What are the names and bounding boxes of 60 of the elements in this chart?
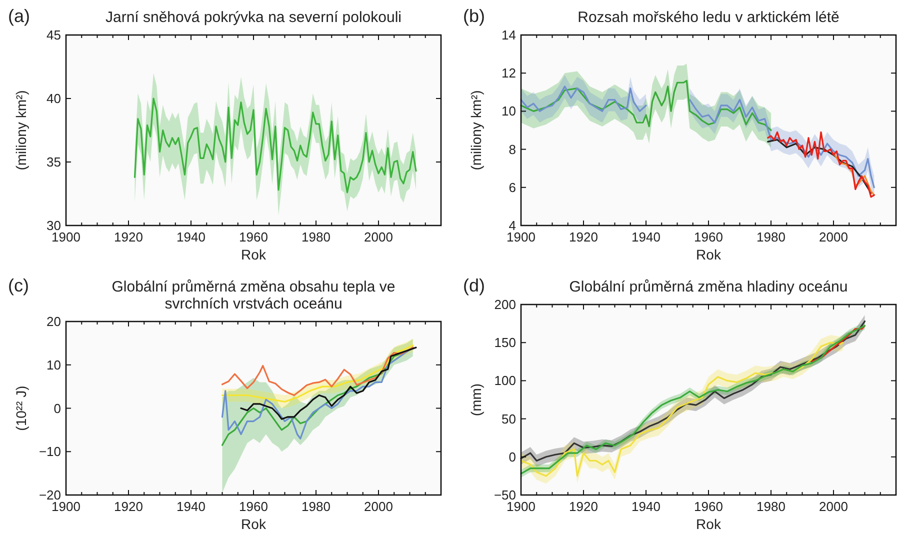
y-tick-label: 20 bbox=[46, 314, 61, 329]
x-axis-title: Rok bbox=[241, 246, 267, 262]
chart-title: Rozsah mořského ledu v arktickém létě bbox=[578, 9, 840, 26]
line-series bbox=[134, 98, 417, 194]
x-tick-label: 1940 bbox=[176, 230, 206, 244]
y-tick-label: 200 bbox=[494, 297, 516, 312]
line-series bbox=[832, 152, 875, 196]
y-axis-title: (10²² J) bbox=[13, 386, 29, 431]
y-tick-label: 10 bbox=[46, 357, 61, 372]
x-tick-label: 2000 bbox=[364, 499, 393, 514]
x-tick-label: 1940 bbox=[176, 499, 206, 514]
y-axis-title: (mm) bbox=[468, 383, 484, 416]
y-tick-label: 100 bbox=[494, 373, 516, 388]
line-series bbox=[810, 325, 866, 362]
chart-title: Globální průměrná změna hladiny oceánu bbox=[569, 278, 848, 296]
x-tick-label: 1920 bbox=[569, 230, 598, 244]
y-tick-label: 8 bbox=[508, 142, 516, 157]
y-tick-label: 12 bbox=[502, 66, 516, 81]
y-tick-label: −10 bbox=[38, 444, 61, 460]
x-tick-label: 1980 bbox=[302, 230, 330, 244]
line-series bbox=[240, 346, 417, 420]
x-tick-label: 2000 bbox=[364, 230, 393, 244]
line-series bbox=[520, 80, 772, 132]
y-tick-label: 45 bbox=[46, 28, 61, 42]
x-axis-title: Rok bbox=[696, 246, 722, 262]
line-series bbox=[767, 131, 875, 198]
x-tick-label: 2000 bbox=[819, 499, 848, 514]
x-tick-label: 1940 bbox=[632, 230, 660, 244]
x-axis-title: Rok bbox=[696, 516, 722, 532]
y-tick-label: 150 bbox=[494, 335, 516, 350]
x-axis-title: Rok bbox=[241, 516, 267, 532]
chart-title: Globální průměrná změna obsahu tepla ve svrchních vrstvách oceánu bbox=[112, 278, 396, 312]
x-tick-label: 1960 bbox=[694, 230, 723, 244]
y-axis-title: (miliony km²) bbox=[13, 90, 29, 170]
y-tick-label: 35 bbox=[46, 154, 61, 170]
chart-title: Jarní sněhová pokrývka na severní polokouli bbox=[105, 9, 402, 26]
y-tick-label: 0 bbox=[54, 400, 61, 416]
x-tick-label: 1980 bbox=[756, 230, 786, 244]
y-tick-label: 10 bbox=[502, 104, 516, 119]
y-tick-label: 14 bbox=[502, 28, 516, 42]
text: (a) bbox=[8, 6, 30, 26]
x-tick-label: 1920 bbox=[114, 499, 143, 514]
y-tick-label: 40 bbox=[46, 91, 61, 106]
x-tick-label: 1980 bbox=[302, 499, 330, 514]
x-tick-label: 1960 bbox=[239, 499, 268, 514]
y-tick-label: 0 bbox=[508, 449, 516, 464]
x-tick-label: 1920 bbox=[569, 499, 598, 514]
x-tick-label: 1960 bbox=[239, 230, 268, 244]
text: (c) bbox=[8, 276, 29, 296]
x-tick-label: 2000 bbox=[819, 230, 848, 244]
y-tick-label: 6 bbox=[508, 180, 516, 195]
text: (d) bbox=[463, 276, 485, 296]
x-tick-label: 1980 bbox=[756, 499, 786, 514]
x-tick-label: 1960 bbox=[694, 499, 723, 514]
x-tick-label: 1940 bbox=[632, 499, 660, 514]
y-axis-title: (miliony km²) bbox=[468, 90, 484, 170]
text: (b) bbox=[463, 6, 485, 26]
y-tick-label: 50 bbox=[502, 411, 516, 426]
x-tick-label: 1920 bbox=[114, 230, 143, 244]
line-series bbox=[767, 138, 872, 194]
